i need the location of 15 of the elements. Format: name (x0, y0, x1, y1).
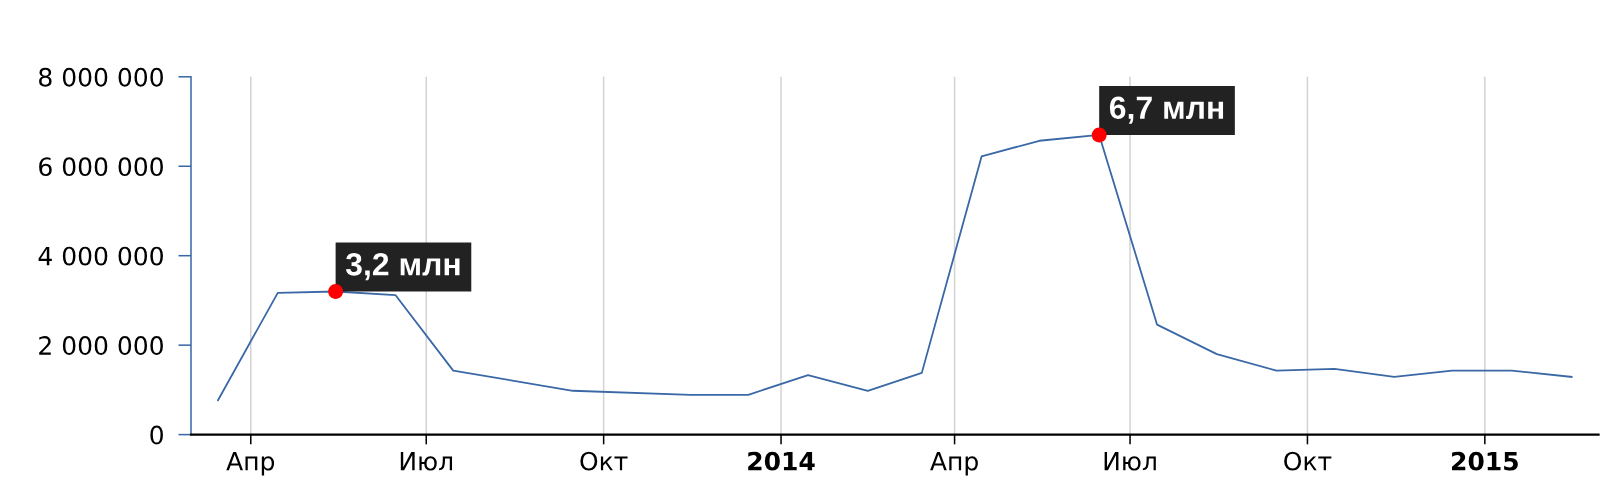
y-tick-label: 6 000 000 (39, 157, 163, 177)
x-tick-label: Апр (226, 452, 275, 476)
x-tick-label: Окт (580, 451, 628, 471)
x-tick-label: Июл (1104, 452, 1156, 471)
annotation: 3,2 млн (345, 252, 460, 281)
x-tick-label: 2015 (1452, 451, 1518, 471)
annotation: 6,7 млн (1109, 96, 1224, 124)
x-tick-label: 2014 (748, 451, 815, 471)
y-tick-label: 0 (150, 425, 163, 445)
y-tick-label: 8 000 000 (39, 67, 163, 87)
y-tick-label: 2 000 000 (39, 336, 163, 355)
x-tick-label: Апр (930, 452, 978, 476)
y-tick-label: 4 000 000 (38, 246, 163, 266)
x-tick-label: Июл (400, 452, 453, 471)
x-tick-label: Окт (1284, 451, 1332, 471)
